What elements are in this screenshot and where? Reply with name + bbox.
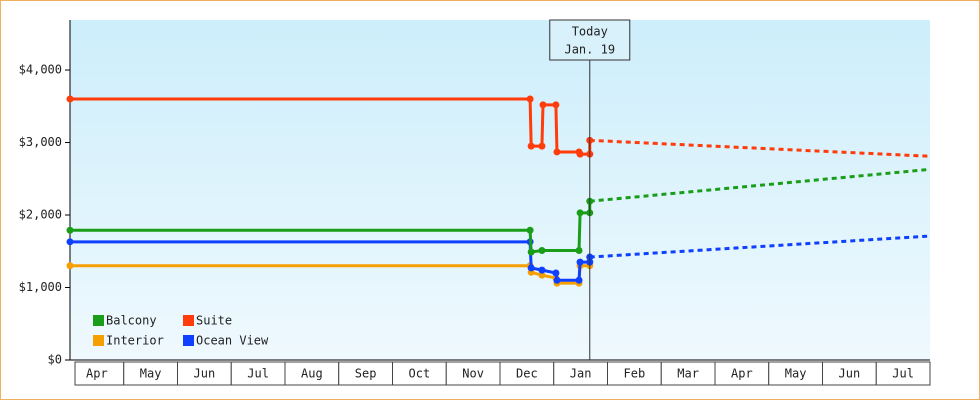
point — [527, 248, 535, 256]
point — [553, 276, 561, 284]
x-tick-label: Jul — [247, 367, 269, 381]
x-tick-box — [875, 361, 931, 386]
point — [553, 148, 561, 156]
point — [538, 142, 546, 150]
x-tick-label: Dec — [516, 367, 538, 381]
x-tick-label: May — [140, 367, 162, 381]
point — [526, 95, 534, 103]
point — [538, 271, 546, 279]
point — [538, 266, 546, 274]
y-tick-label: $2,000 — [19, 208, 62, 222]
y-tick-label: $0 — [48, 353, 62, 367]
point — [66, 238, 74, 246]
forecast-line — [589, 138, 931, 158]
point — [575, 276, 583, 284]
forecast-line — [589, 234, 931, 259]
today-box — [549, 19, 631, 61]
x-tick-label: Mar — [677, 367, 699, 381]
point — [538, 247, 546, 255]
point — [552, 269, 560, 277]
x-tick-label: Jun — [194, 367, 216, 381]
point — [576, 209, 584, 217]
point — [576, 258, 584, 266]
x-tick-label: Feb — [624, 367, 646, 381]
point — [66, 262, 74, 270]
x-tick-label: Jan — [570, 367, 592, 381]
y-tick-label: $3,000 — [19, 135, 62, 149]
x-tick-label: Nov — [462, 367, 484, 381]
point — [552, 101, 560, 109]
x-tick-label: Aug — [301, 367, 323, 381]
legend-swatch — [93, 315, 104, 326]
point — [527, 264, 535, 272]
plot-area — [70, 20, 930, 360]
point — [575, 247, 583, 255]
point — [66, 226, 74, 234]
today-date: Jan. 19 — [564, 43, 615, 57]
x-tick-label: Sep — [355, 367, 377, 381]
x-tick-label: Oct — [409, 367, 431, 381]
x-tick-label: May — [785, 367, 807, 381]
point — [576, 150, 584, 158]
point — [527, 142, 535, 150]
today-label: Today — [572, 25, 608, 39]
x-tick-label: Apr — [86, 367, 108, 381]
point — [66, 95, 74, 103]
x-tick-label: Apr — [731, 367, 753, 381]
legend-swatch — [183, 335, 194, 346]
point — [526, 226, 534, 234]
x-tick-label: Jun — [839, 367, 861, 381]
legend-label: Balcony — [106, 314, 157, 328]
y-tick-label: $1,000 — [19, 280, 62, 294]
legend-label: Interior — [106, 334, 164, 348]
point — [539, 101, 547, 109]
legend-swatch — [183, 315, 194, 326]
legend-label: Ocean View — [196, 334, 269, 348]
y-tick-label: $4,000 — [19, 63, 62, 77]
forecast-line — [589, 167, 931, 203]
x-tick-label: Jul — [892, 367, 914, 381]
legend-swatch — [93, 335, 104, 346]
legend-label: Suite — [196, 314, 232, 328]
